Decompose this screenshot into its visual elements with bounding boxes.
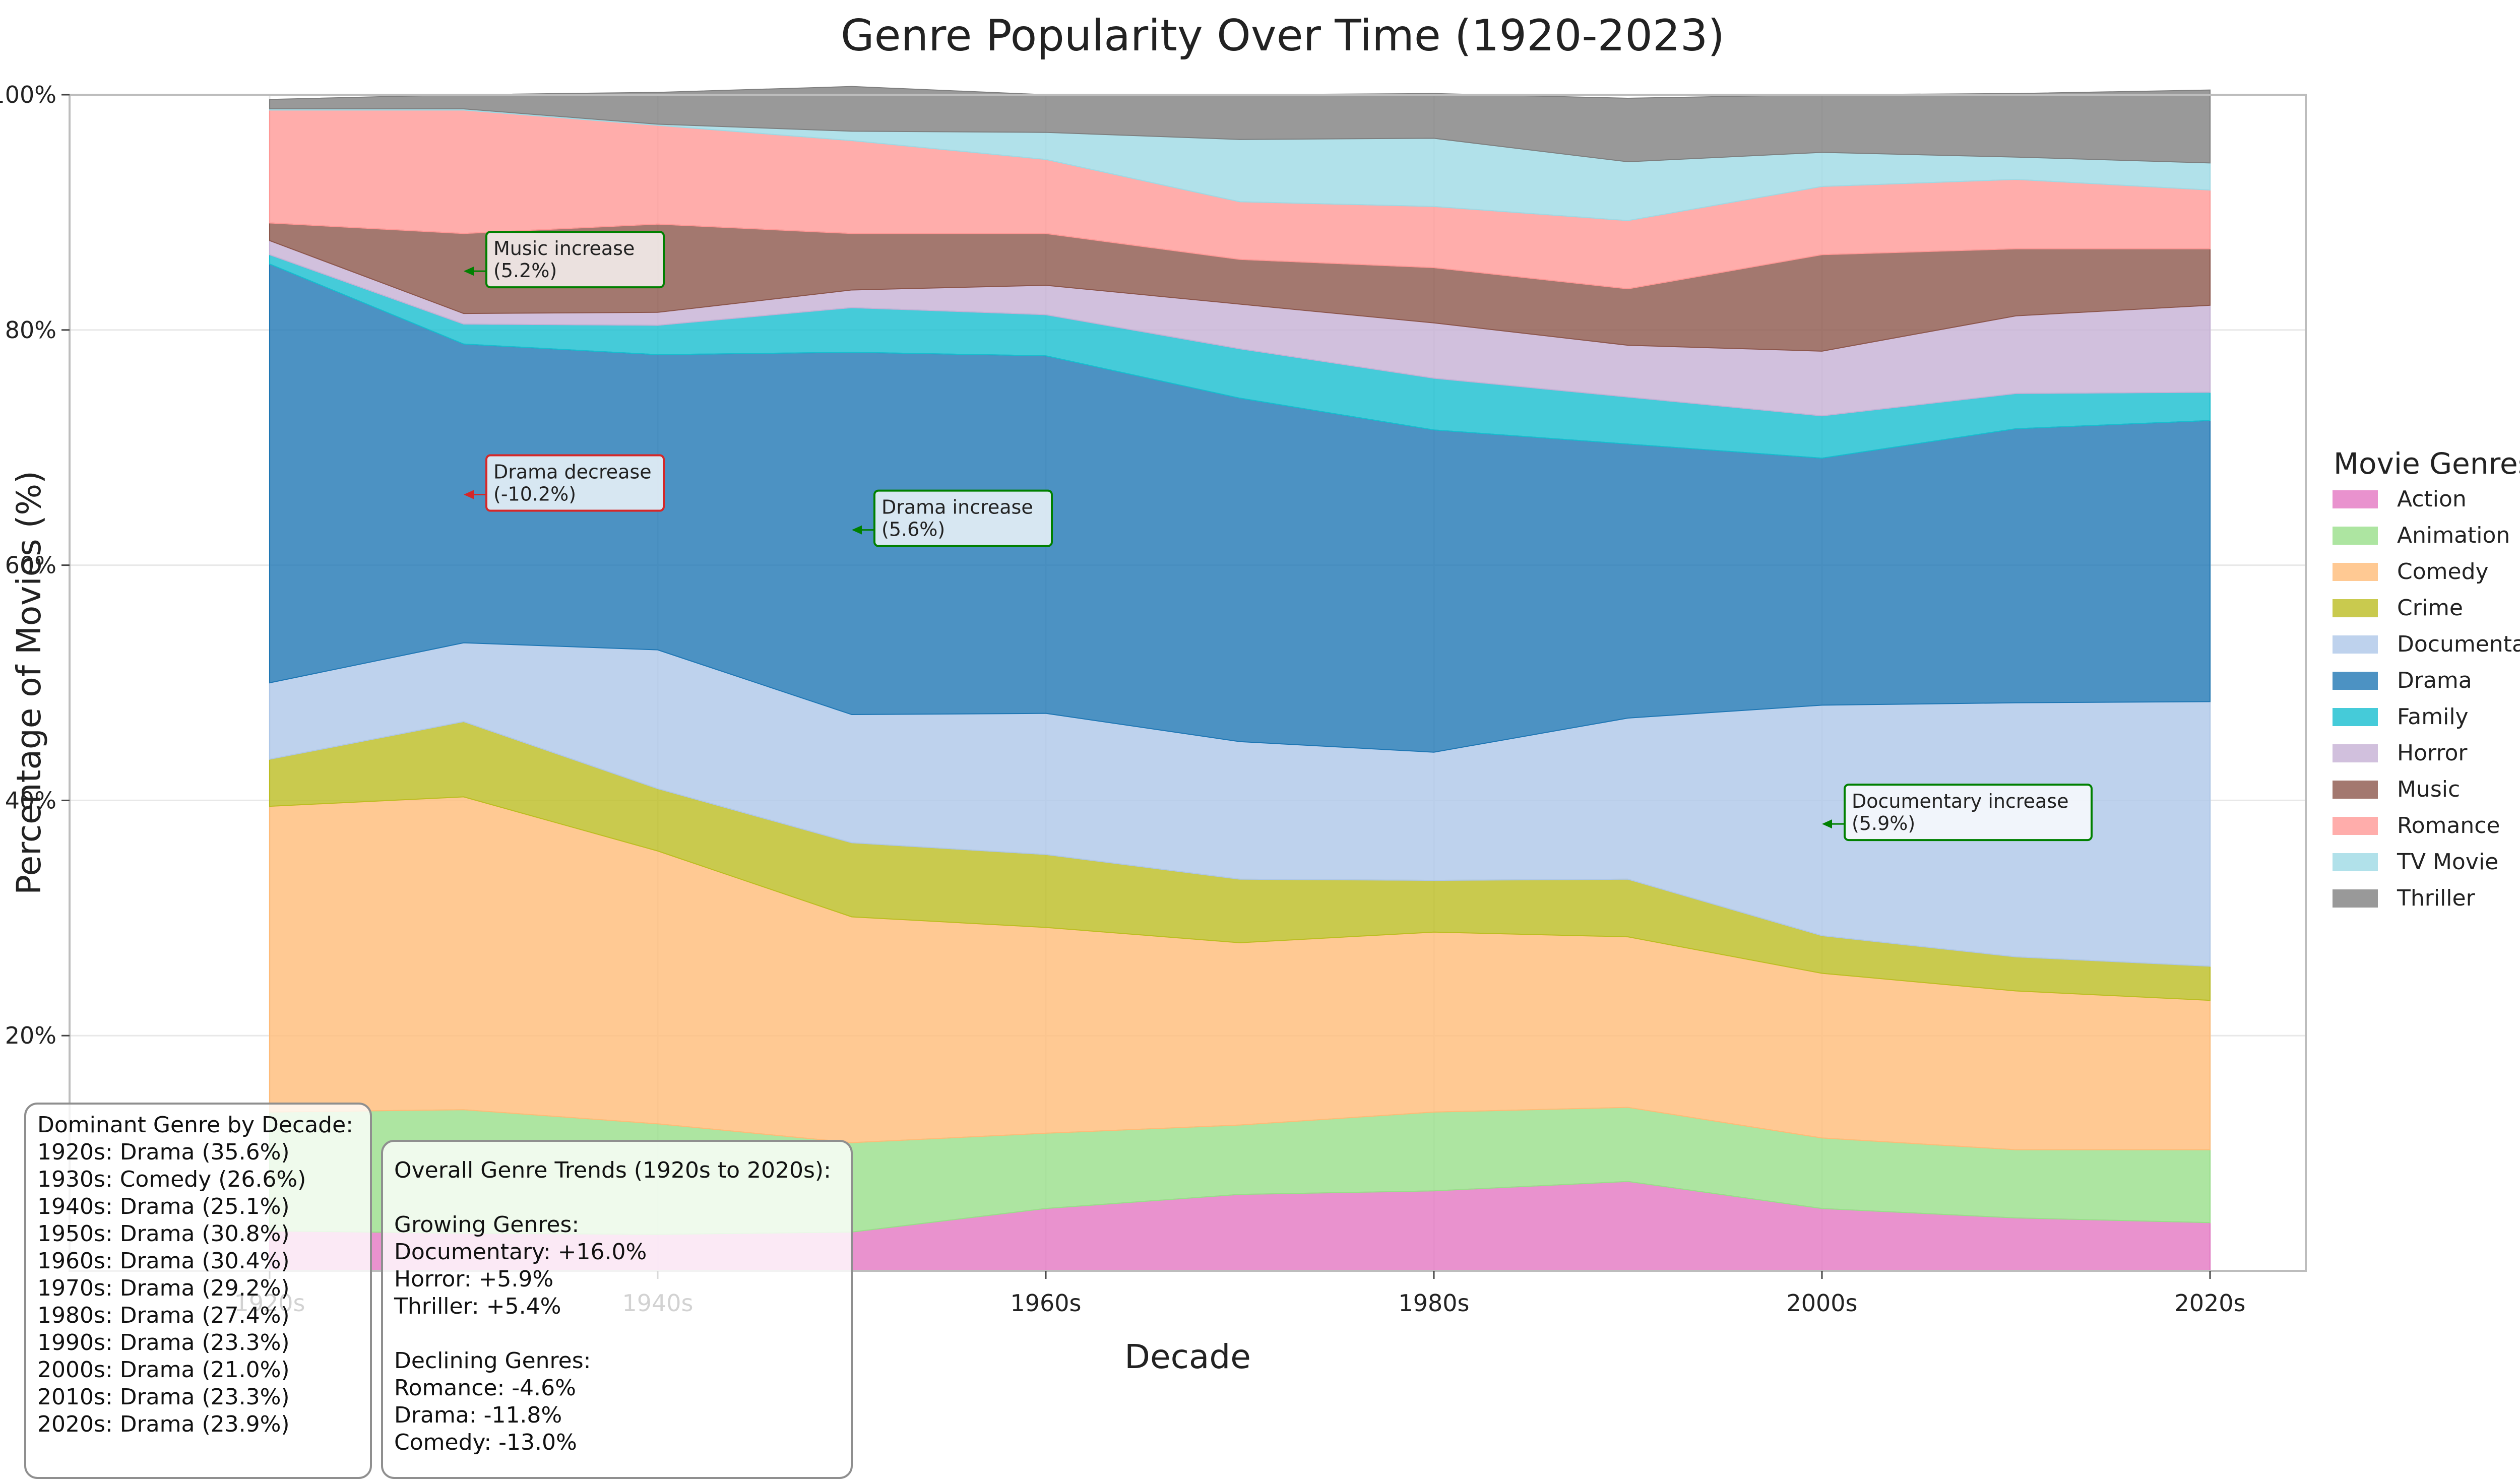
genre-trend-line: Documentary: +16.0% bbox=[394, 1239, 647, 1265]
legend-swatch bbox=[2333, 599, 2378, 617]
annotation-text: Music increase bbox=[493, 237, 635, 260]
annotation-text: Drama decrease bbox=[493, 461, 652, 483]
legend: Movie Genres Action Animation Comedy Crime D… bbox=[2333, 446, 2520, 911]
annotation-box bbox=[485, 231, 665, 289]
x-tick-label: 1960s bbox=[1010, 1289, 1081, 1317]
genre-trend-line: Declining Genres: bbox=[394, 1348, 591, 1374]
legend-label: Family bbox=[2397, 704, 2469, 730]
legend-label: Drama bbox=[2397, 668, 2472, 693]
legend-title: Movie Genres bbox=[2334, 446, 2520, 481]
y-tick-label: 40% bbox=[5, 787, 56, 814]
annotation-box bbox=[485, 454, 665, 512]
legend-swatch bbox=[2333, 527, 2378, 545]
annotation-box bbox=[873, 489, 1053, 547]
y-tick-label: 60% bbox=[5, 552, 56, 579]
y-tick-label: 20% bbox=[5, 1022, 56, 1049]
legend-label: Animation bbox=[2397, 523, 2510, 548]
genre-trend-line: Thriller: +5.4% bbox=[394, 1294, 561, 1319]
dominant-genre-line: 1920s: Drama (35.6%) bbox=[37, 1139, 290, 1165]
legend-swatch bbox=[2333, 635, 2378, 654]
legend-swatch bbox=[2333, 817, 2378, 835]
area-series bbox=[269, 86, 2211, 1271]
x-tick-label: 2000s bbox=[1786, 1289, 1857, 1317]
annotation-arrowhead bbox=[1822, 819, 1832, 829]
legend-label: Romance bbox=[2397, 813, 2500, 838]
annotations: Music increase(5.2%) Drama decrease(-10.2… bbox=[464, 231, 2093, 842]
x-tick-label: 2020s bbox=[2174, 1289, 2245, 1317]
legend-label: Thriller bbox=[2397, 885, 2476, 911]
legend-label: Horror bbox=[2397, 740, 2468, 766]
annotation-text: (5.9%) bbox=[1852, 812, 1915, 834]
y-tick-label: 80% bbox=[5, 316, 56, 344]
legend-swatch bbox=[2333, 563, 2378, 581]
annotation-text: (5.6%) bbox=[881, 519, 945, 541]
annotation-arrowhead bbox=[464, 490, 474, 499]
genre-trend-line: Comedy: -13.0% bbox=[394, 1430, 577, 1455]
y-tick-label: 100% bbox=[0, 81, 56, 108]
x-axis-label: Decade bbox=[1124, 1337, 1251, 1376]
genre-trend-line: Overall Genre Trends (1920s to 2020s): bbox=[394, 1157, 831, 1183]
dominant-genre-line: 1980s: Drama (27.4%) bbox=[37, 1303, 290, 1328]
legend-swatch bbox=[2333, 889, 2378, 908]
genre-trend-line: Horror: +5.9% bbox=[394, 1266, 554, 1292]
annotation-text: Drama increase bbox=[881, 496, 1033, 519]
genre-trend-line: Growing Genres: bbox=[394, 1212, 580, 1238]
dominant-genre-line: 1970s: Drama (29.2%) bbox=[37, 1275, 290, 1301]
dominant-genre-line: 2020s: Drama (23.9%) bbox=[37, 1411, 290, 1437]
legend-label: Crime bbox=[2397, 595, 2463, 621]
legend-label: Comedy bbox=[2397, 559, 2489, 585]
dominant-genre-line: 2010s: Drama (23.3%) bbox=[37, 1384, 290, 1410]
legend-label: Documentary bbox=[2397, 631, 2520, 657]
genre-trend-line bbox=[394, 1184, 840, 1211]
annotation-text: (-10.2%) bbox=[493, 483, 576, 505]
genre-trend-line: Drama: -11.8% bbox=[394, 1402, 562, 1428]
legend-swatch bbox=[2333, 708, 2378, 726]
dominant-genre-line: 1950s: Drama (30.8%) bbox=[37, 1221, 290, 1247]
dominant-genre-line: 2000s: Drama (21.0%) bbox=[37, 1357, 290, 1383]
dominant-genre-box: Dominant Genre by Decade: 1920s: Drama (3… bbox=[24, 1103, 372, 1479]
legend-swatch bbox=[2333, 490, 2378, 508]
legend-label: TV Movie bbox=[2397, 849, 2498, 875]
genre-trends-box: Overall Genre Trends (1920s to 2020s): Gr… bbox=[381, 1140, 853, 1479]
genre-trend-line bbox=[394, 1320, 840, 1347]
legend-swatch bbox=[2333, 781, 2378, 799]
dominant-genre-line: Dominant Genre by Decade: bbox=[37, 1112, 353, 1138]
dominant-genre-line: 1940s: Drama (25.1%) bbox=[37, 1194, 290, 1219]
area-thriller bbox=[269, 86, 2211, 164]
legend-label: Music bbox=[2397, 777, 2460, 802]
genre-trend-line: Romance: -4.6% bbox=[394, 1375, 576, 1401]
plot-frame bbox=[69, 94, 2307, 1272]
dominant-genre-line: 1930s: Comedy (26.6%) bbox=[37, 1167, 306, 1192]
dominant-genre-line: 1990s: Drama (23.3%) bbox=[37, 1330, 290, 1356]
x-tick-label: 1980s bbox=[1398, 1289, 1469, 1317]
legend-swatch bbox=[2333, 744, 2378, 762]
chart-title: Genre Popularity Over Time (1920-2023) bbox=[841, 11, 1725, 61]
y-axis-label: Percentage of Movies (%) bbox=[10, 471, 48, 895]
annotation-arrowhead bbox=[464, 267, 474, 276]
annotation-text: Documentary increase bbox=[1852, 790, 2069, 812]
legend-label: Action bbox=[2397, 486, 2467, 512]
annotation-arrowhead bbox=[852, 525, 862, 535]
legend-swatch bbox=[2333, 853, 2378, 871]
legend-swatch bbox=[2333, 672, 2378, 690]
dominant-genre-line: 1960s: Drama (30.4%) bbox=[37, 1248, 290, 1274]
annotation-text: (5.2%) bbox=[493, 260, 557, 282]
annotation-box bbox=[1844, 784, 2093, 842]
